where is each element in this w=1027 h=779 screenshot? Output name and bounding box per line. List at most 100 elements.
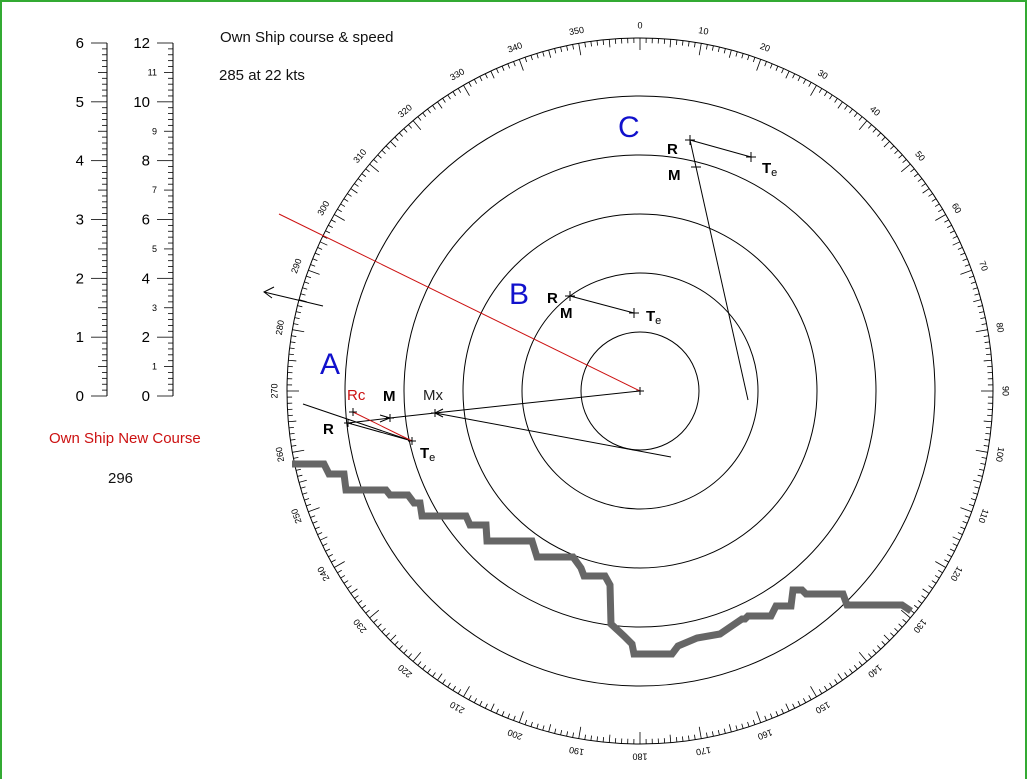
compass-tick <box>542 725 545 731</box>
compass-tick <box>452 685 456 691</box>
compass-tick <box>306 503 312 507</box>
target-c-m-label: M <box>668 167 681 184</box>
compass-tick <box>972 492 978 495</box>
compass-tick <box>752 719 756 725</box>
bearing-label: 120 <box>949 565 965 583</box>
compass-tick <box>288 353 294 356</box>
own-ship-new-course-label: Own Ship New Course <box>49 430 201 447</box>
compass-tick <box>365 609 370 614</box>
compass-tick <box>319 241 328 246</box>
compass-tick <box>881 641 886 646</box>
compass-tick <box>898 623 903 628</box>
compass-tick <box>970 498 976 501</box>
compass-tick <box>986 426 992 429</box>
compass-tick <box>422 664 427 670</box>
compass-tick <box>983 335 989 337</box>
compass-tick <box>394 136 399 141</box>
compass-tick <box>357 178 363 182</box>
compass-tick <box>572 732 574 738</box>
compass-tick <box>377 623 382 628</box>
compass-tick <box>694 734 696 740</box>
compass-tick <box>764 61 767 67</box>
compass-tick <box>302 287 308 290</box>
compass-tick <box>432 105 436 110</box>
compass-tick <box>853 112 858 118</box>
compass-tick <box>978 311 985 314</box>
compass-tick <box>868 653 872 658</box>
compass-tick <box>947 224 952 228</box>
compass-tick <box>769 713 773 719</box>
compass-tick <box>962 258 968 262</box>
compass-tick <box>917 600 923 604</box>
compass-tick <box>984 341 990 343</box>
compass-tick <box>824 91 828 97</box>
compass-tick <box>735 725 738 731</box>
bearing-label: 100 <box>994 446 1006 463</box>
compass-tick <box>322 543 328 547</box>
new-course-line <box>278 213 641 392</box>
compass-tick <box>688 735 690 741</box>
range-ring-4 <box>403 154 877 628</box>
compass-tick <box>894 628 899 633</box>
compass-tick <box>412 120 422 131</box>
compass-tick <box>752 57 756 63</box>
compass-tick <box>350 188 358 194</box>
target-a-relative-motion-line <box>302 403 413 442</box>
compass-tick <box>747 721 750 727</box>
compass-tick <box>295 311 302 314</box>
compass-tick <box>554 48 557 54</box>
compass-tick <box>747 55 750 61</box>
right-scale-label: 10 <box>133 94 150 111</box>
compass-tick <box>608 39 611 48</box>
compass-tick <box>983 359 992 362</box>
compass-tick <box>858 661 863 666</box>
compass-tick <box>952 543 958 547</box>
bearing-label: 330 <box>448 66 466 82</box>
compass-tick <box>340 575 346 579</box>
compass-tick <box>479 700 483 706</box>
compass-tick <box>877 645 882 650</box>
compass-tick <box>834 98 838 103</box>
compass-tick <box>377 154 382 159</box>
compass-tick <box>694 42 696 48</box>
own-ship-heading-marker <box>263 286 324 307</box>
compass-tick <box>970 281 976 284</box>
compass-tick <box>408 124 412 129</box>
compass-tick <box>964 515 970 518</box>
compass-tick <box>682 40 684 46</box>
right-scale-minor-label: 11 <box>148 67 157 77</box>
compass-tick <box>350 588 358 594</box>
target-b-r-label: R <box>547 290 558 307</box>
compass-tick <box>808 82 812 87</box>
compass-tick <box>829 682 833 688</box>
compass-tick <box>325 548 331 552</box>
compass-tick <box>291 335 297 337</box>
compass-tick <box>347 193 352 197</box>
compass-tick <box>513 715 516 721</box>
compass-tick <box>518 59 524 71</box>
compass-tick <box>412 651 422 662</box>
target-a-m-to-mx <box>389 412 436 419</box>
target-a-m-label: M <box>383 388 396 405</box>
target-c-letter: C <box>618 111 640 144</box>
range-rings <box>344 95 936 687</box>
compass-tick <box>390 141 397 148</box>
target-b-m-label: M <box>560 305 573 322</box>
compass-tick <box>328 224 333 228</box>
compass-tick <box>584 734 586 740</box>
compass-tick <box>949 548 955 552</box>
target-a-mx-to-center <box>434 390 641 414</box>
range-ring-1 <box>580 331 700 451</box>
compass-tick <box>902 619 907 623</box>
compass-tick <box>975 329 988 333</box>
compass-tick <box>980 462 986 465</box>
compass-tick <box>913 604 919 609</box>
compass-tick <box>986 353 992 356</box>
target-a-r-label: R <box>323 421 334 438</box>
right-scale-label: 0 <box>142 388 150 405</box>
bearing-label: 250 <box>289 507 304 525</box>
compass-tick <box>675 39 678 45</box>
compass-tick <box>308 269 320 275</box>
compass-tick <box>960 526 966 530</box>
compass-tick <box>723 728 726 734</box>
